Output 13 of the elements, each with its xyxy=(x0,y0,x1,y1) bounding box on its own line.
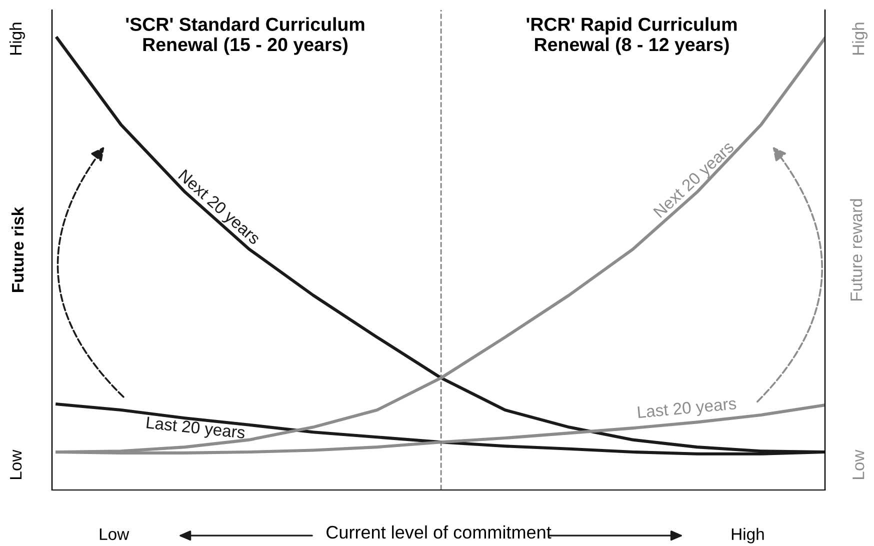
text: High xyxy=(732,528,764,544)
y-axis-title: Future risk xyxy=(11,206,24,292)
text: High xyxy=(9,22,25,55)
text: Low xyxy=(10,450,22,479)
x-axis-title: Current level of commitment xyxy=(326,525,552,539)
text: Low xyxy=(852,450,864,479)
text: Low xyxy=(100,528,130,540)
text: Last 20 years xyxy=(146,416,246,442)
annotation: 'SCR' Standard Curriculum Renewal (15 - 20 years) xyxy=(126,17,364,55)
annotation: 'RCR' Rapid Curriculum Renewal (8 - 12 years) xyxy=(526,17,737,55)
y2-axis-title: Future reward xyxy=(850,199,862,300)
text: High xyxy=(852,22,868,55)
text: Last 20 years xyxy=(638,397,737,422)
